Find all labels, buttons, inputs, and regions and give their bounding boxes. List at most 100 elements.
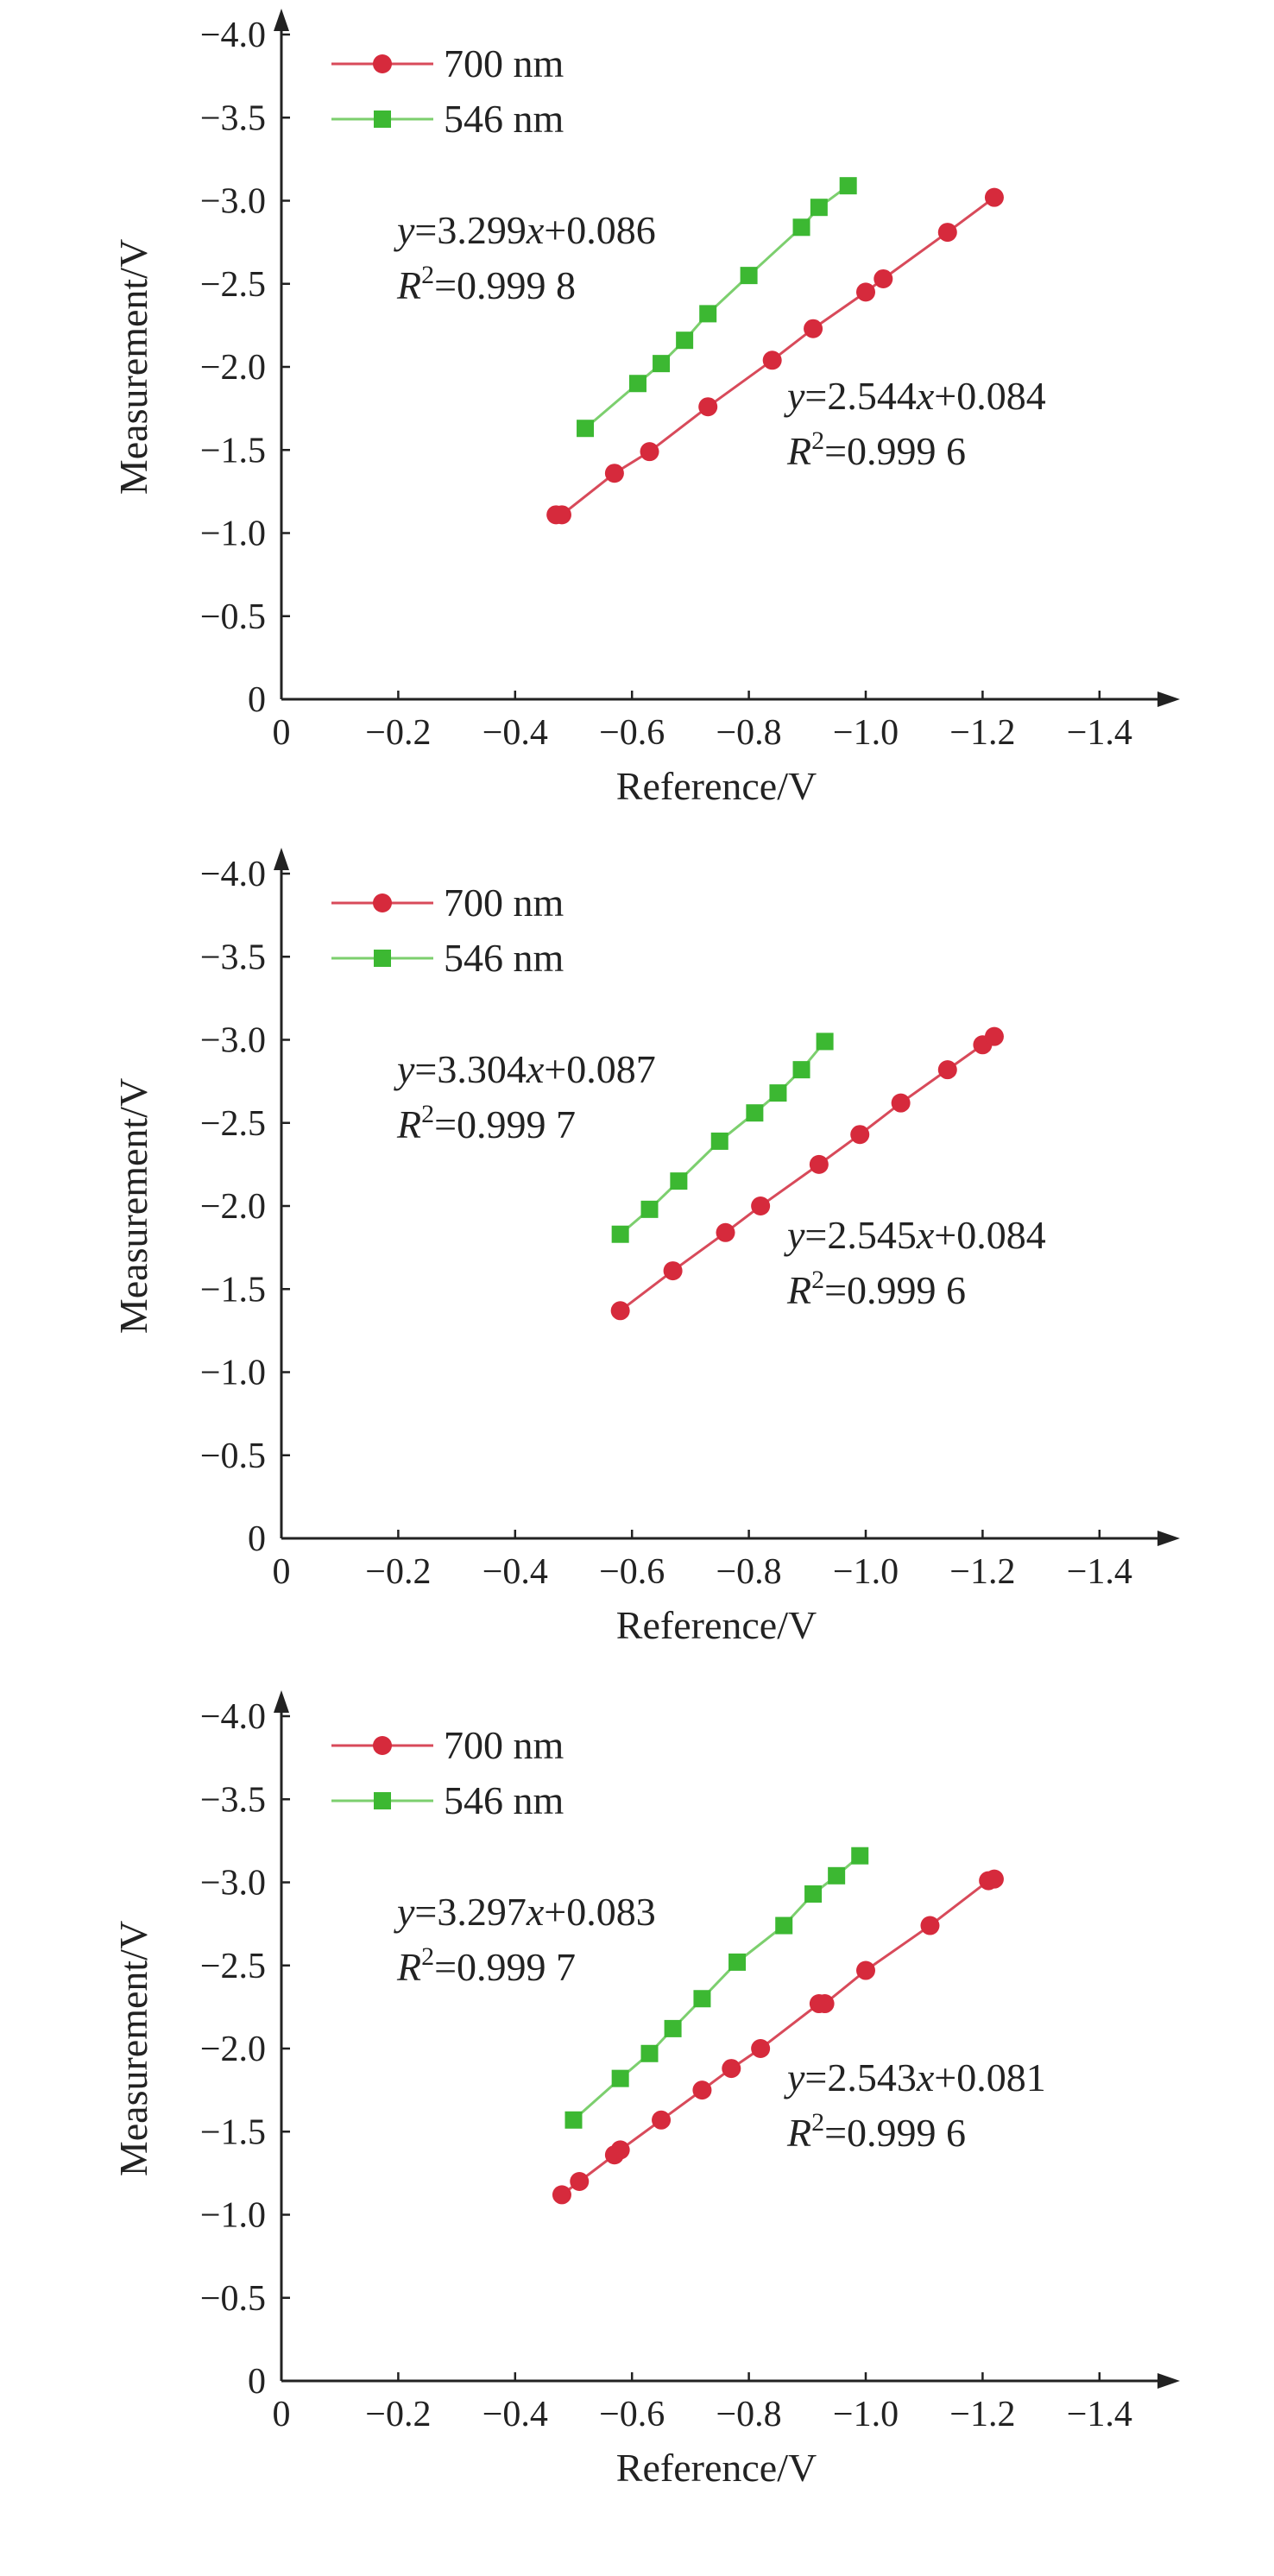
data-point [552, 505, 571, 525]
x-tick-label: 0 [273, 2395, 291, 2434]
legend-marker [373, 893, 392, 912]
equation-annotation: y=3.297x+0.083 R2=0.999 7 [394, 1890, 656, 1989]
y-tick-label: −3.5 [200, 1780, 266, 1820]
y-tick-label: −2.0 [200, 1187, 266, 1227]
data-point [664, 2019, 682, 2037]
y-tick-label: 0 [248, 1519, 266, 1559]
data-point [804, 319, 823, 338]
data-point [628, 375, 646, 393]
data-point [810, 199, 828, 217]
x-tick-label: −1.2 [949, 1552, 1015, 1592]
y-tick-label: −4.0 [200, 1697, 266, 1737]
y-tick-label: −4.0 [200, 16, 266, 55]
data-point [610, 2140, 630, 2160]
x-tick-label: 0 [273, 1552, 291, 1592]
x-tick-label: −1.0 [833, 713, 899, 753]
y-tick-label: −1.0 [200, 515, 266, 554]
regression-equation: y=2.544x+0.084 [784, 374, 1046, 418]
data-point [775, 1916, 793, 1935]
x-axis-label: Reference/V [616, 764, 817, 808]
data-point [670, 1172, 688, 1190]
data-point [891, 1093, 911, 1113]
data-point [716, 1222, 735, 1242]
series-546nm [577, 177, 857, 438]
x-tick-label: −0.8 [716, 1552, 782, 1592]
data-point [640, 442, 659, 462]
data-point [850, 1125, 870, 1145]
data-point [937, 223, 957, 243]
series-700nm [610, 1026, 1004, 1321]
r-squared-value: R2=0.999 8 [396, 261, 576, 307]
y-axis-label: Measurement/V [111, 239, 155, 495]
series-line [572, 1854, 861, 2121]
data-point [604, 464, 624, 483]
legend-entry-546nm: 546 nm [331, 97, 564, 141]
data-point [640, 1200, 659, 1218]
data-point [699, 305, 717, 323]
series-700nm [546, 187, 1004, 525]
x-tick-label: −0.6 [599, 713, 665, 753]
r-squared-value: R2=0.999 6 [786, 426, 966, 473]
y-tick-label: −1.5 [200, 431, 266, 470]
chart-panel-2: 0 −0.2 −0.4 −0.6 −0.8 −1.0 −1.2 −1.4 0 −0.5 −1.0 −1… [111, 848, 1180, 1647]
data-point [856, 1960, 875, 1980]
data-point [816, 1032, 834, 1051]
data-point [984, 1026, 1004, 1046]
data-point [728, 1953, 747, 1971]
legend-entry-700nm: 700 nm [331, 1723, 564, 1767]
data-point [856, 282, 875, 302]
data-point [692, 2080, 712, 2100]
data-point [693, 1990, 711, 2008]
data-point [710, 1132, 728, 1150]
x-tick-label: −1.2 [949, 2395, 1015, 2434]
data-point [751, 1196, 771, 1215]
data-point [611, 1225, 629, 1243]
y-tick-label: −0.5 [200, 1436, 266, 1476]
legend-marker [374, 1792, 391, 1809]
data-point [611, 2069, 629, 2087]
x-tick-label: −1.2 [949, 713, 1015, 753]
data-point [698, 397, 718, 417]
data-point [746, 1104, 764, 1122]
y-axis-arrow [274, 1690, 289, 1713]
y-tick-label: −1.0 [200, 1354, 266, 1393]
y-tick-label: −1.5 [200, 2112, 266, 2152]
series-line [619, 1035, 995, 1312]
legend-label: 700 nm [444, 1723, 564, 1767]
y-tick-label: −2.5 [200, 1947, 266, 1986]
legend-marker [374, 950, 391, 967]
data-point [722, 2059, 741, 2079]
series-546nm [611, 1032, 834, 1243]
legend-label: 700 nm [444, 881, 564, 925]
y-tick-label: 0 [248, 680, 266, 720]
equation-annotation: y=2.544x+0.084 R2=0.999 6 [784, 374, 1046, 473]
regression-equation: y=3.304x+0.087 [394, 1047, 656, 1091]
data-point [740, 267, 758, 285]
r-squared-value: R2=0.999 6 [786, 2108, 966, 2155]
y-tick-label: −3.0 [200, 182, 266, 222]
x-tick-label: −0.4 [482, 2395, 548, 2434]
data-point [640, 2044, 659, 2062]
legend-entry-700nm: 700 nm [331, 881, 564, 925]
y-tick-label: −0.5 [200, 2279, 266, 2319]
data-point [828, 1866, 846, 1885]
data-point [564, 2111, 583, 2129]
legend-entry-700nm: 700 nm [331, 41, 564, 85]
data-point [769, 1084, 787, 1102]
x-tick-label: −0.4 [482, 713, 548, 753]
y-axis-label: Measurement/V [111, 1921, 155, 2176]
data-point [792, 218, 810, 237]
x-tick-label: −1.0 [833, 1552, 899, 1592]
series-546nm [564, 1847, 869, 2129]
r-squared-value: R2=0.999 7 [396, 1942, 576, 1989]
legend-marker [373, 54, 392, 73]
x-tick-label: 0 [273, 713, 291, 753]
data-point [792, 1061, 810, 1079]
y-tick-label: −1.0 [200, 2196, 266, 2236]
data-point [815, 1994, 835, 2014]
y-tick-label: −3.5 [200, 98, 266, 138]
y-tick-label: −2.5 [200, 1104, 266, 1144]
x-axis-label: Reference/V [616, 2446, 817, 2490]
y-tick-label: −3.0 [200, 1864, 266, 1904]
